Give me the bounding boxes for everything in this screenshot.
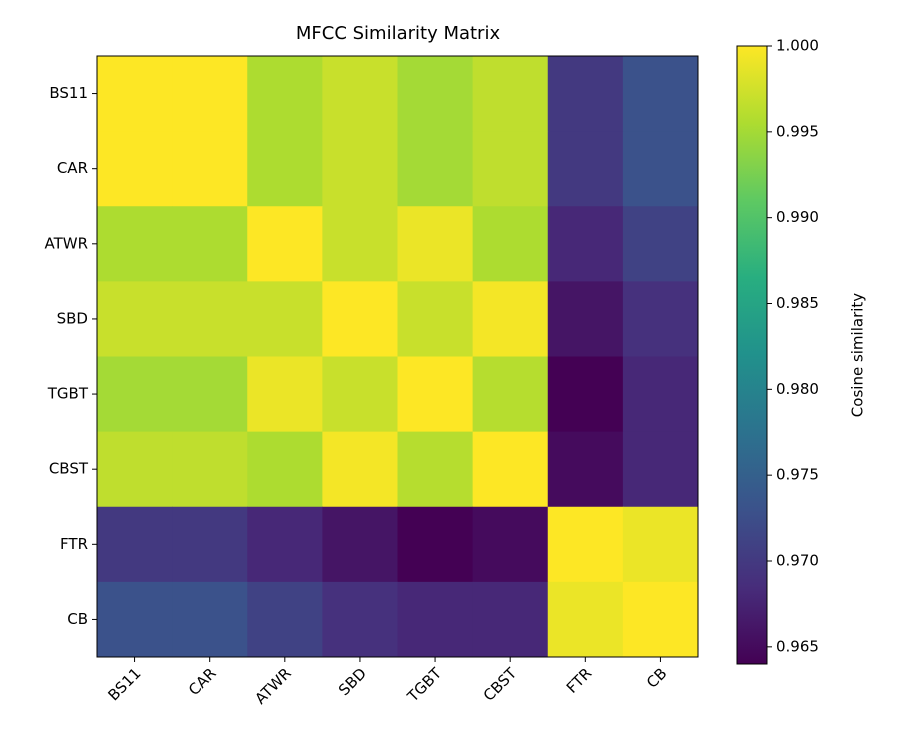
chart-title: MFCC Similarity Matrix xyxy=(296,23,501,44)
colorbar-tick-label: 0.995 xyxy=(776,122,819,140)
cell xyxy=(472,206,549,282)
cell xyxy=(472,581,549,658)
colorbar-tick-label: 0.975 xyxy=(776,466,819,484)
y-tick-label: SBD xyxy=(57,309,88,327)
x-tick-label: CB xyxy=(643,664,670,691)
cell xyxy=(397,131,474,207)
cell xyxy=(397,431,474,508)
cell xyxy=(397,581,474,658)
colorbar-tick-label: 0.980 xyxy=(776,380,819,398)
cell xyxy=(172,131,248,207)
cell xyxy=(97,281,173,357)
colorbar-tick-label: 0.965 xyxy=(776,637,819,655)
colorbar-label: Cosine similarity xyxy=(849,293,867,417)
cell xyxy=(547,206,624,282)
cell xyxy=(322,206,398,282)
cell xyxy=(622,356,699,433)
cell xyxy=(97,56,173,132)
cell xyxy=(472,131,549,207)
x-tick-label: CAR xyxy=(185,664,220,699)
cell xyxy=(247,431,323,508)
cell xyxy=(622,581,699,658)
cell xyxy=(622,56,699,132)
x-tick-label: CBST xyxy=(480,664,521,705)
x-tick-label: SBD xyxy=(335,664,370,699)
colorbar-tick-label: 0.990 xyxy=(776,208,819,226)
cell xyxy=(247,206,323,282)
cell xyxy=(472,281,549,357)
cell xyxy=(247,581,323,658)
colorbar-tick-label: 1.000 xyxy=(776,37,819,55)
cell xyxy=(622,506,699,583)
y-tick-label: ATWR xyxy=(44,234,88,252)
y-tick-label: BS11 xyxy=(49,84,88,102)
cell xyxy=(547,431,624,508)
cell xyxy=(472,56,549,132)
y-tick-label: CBST xyxy=(49,460,89,478)
cell xyxy=(172,356,248,433)
cell xyxy=(172,206,248,282)
y-tick-label: CB xyxy=(67,610,88,628)
cell xyxy=(97,506,173,583)
cell xyxy=(472,506,549,583)
cell xyxy=(322,581,398,658)
cell xyxy=(472,431,549,508)
cell xyxy=(472,356,549,433)
cell xyxy=(97,206,173,282)
cell xyxy=(397,356,474,433)
cell xyxy=(547,506,624,583)
cell xyxy=(247,131,323,207)
cell xyxy=(97,431,173,508)
cell xyxy=(247,56,323,132)
cell xyxy=(397,56,474,132)
x-tick-label: TGBT xyxy=(403,664,445,706)
cell xyxy=(547,56,624,132)
plot-frame xyxy=(96,55,699,658)
colorbar-tick-label: 0.985 xyxy=(776,294,819,312)
cell xyxy=(622,206,699,282)
cell xyxy=(547,131,624,207)
cell xyxy=(247,356,323,433)
x-tick-label: BS11 xyxy=(105,664,145,704)
cell xyxy=(397,506,474,583)
cell xyxy=(322,281,398,357)
cell xyxy=(172,506,248,583)
cell xyxy=(397,281,474,357)
y-tick-label: TGBT xyxy=(47,385,89,403)
cell xyxy=(322,356,398,433)
colorbar xyxy=(736,45,768,665)
cell xyxy=(172,431,248,508)
cell xyxy=(322,431,398,508)
cell xyxy=(247,281,323,357)
cell xyxy=(622,131,699,207)
cell xyxy=(322,56,398,132)
x-tick-label: FTR xyxy=(563,664,595,696)
cell xyxy=(97,581,173,658)
cell xyxy=(247,506,323,583)
colorbar-tick-label: 0.970 xyxy=(776,552,819,570)
cell xyxy=(547,281,624,357)
cell xyxy=(547,581,624,658)
cell xyxy=(172,56,248,132)
cell xyxy=(547,356,624,433)
y-tick-label: FTR xyxy=(60,535,88,553)
cell xyxy=(172,281,248,357)
cell xyxy=(397,206,474,282)
cell xyxy=(97,131,173,207)
y-tick-label: CAR xyxy=(57,159,88,177)
cell xyxy=(622,431,699,508)
cell xyxy=(322,506,398,583)
cell xyxy=(172,581,248,658)
cell xyxy=(322,131,398,207)
cell xyxy=(622,281,699,357)
x-tick-label: ATWR xyxy=(251,664,294,707)
cell xyxy=(97,356,173,433)
